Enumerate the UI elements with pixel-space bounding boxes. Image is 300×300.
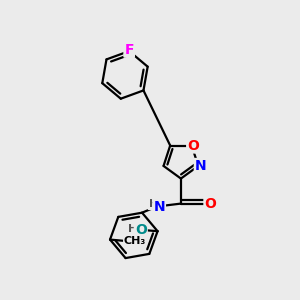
Text: H: H [148,199,158,209]
Text: O: O [135,223,147,237]
Text: O: O [204,196,216,211]
Text: O: O [187,139,199,152]
Text: F: F [124,43,134,57]
Text: N: N [153,200,165,214]
Text: H: H [128,224,137,234]
Text: N: N [195,159,206,173]
Text: CH₃: CH₃ [124,236,146,246]
